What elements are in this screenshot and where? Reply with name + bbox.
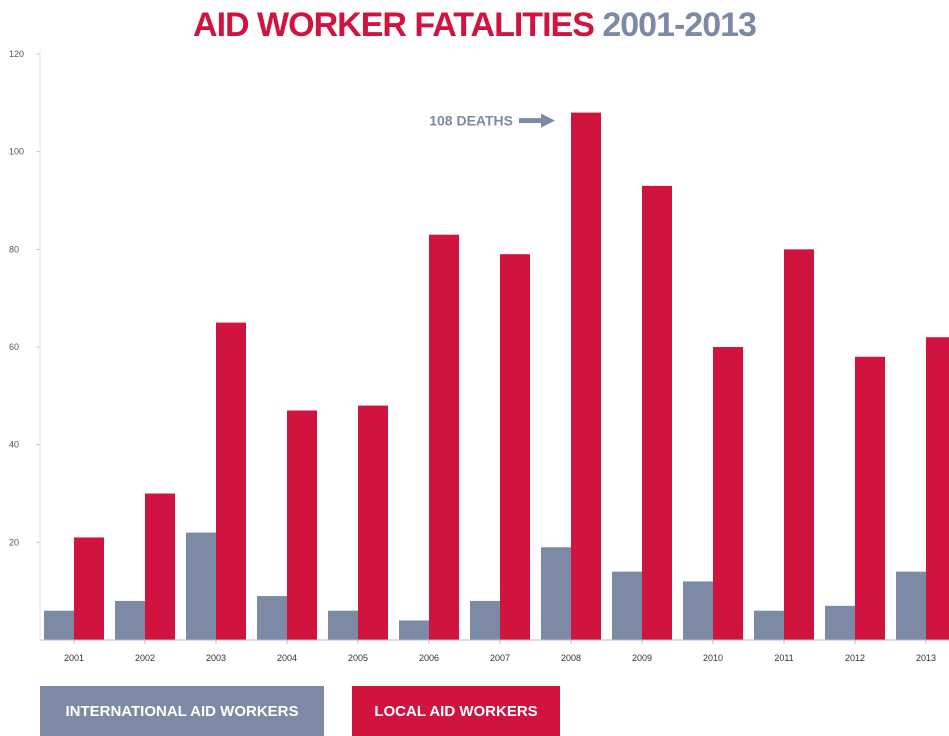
bar-international (825, 605, 855, 640)
annotation-arrow-shaft (519, 118, 541, 124)
bar-local (784, 249, 814, 641)
x-tick-label: 2009 (632, 653, 652, 663)
x-tick-label: 2011 (774, 653, 793, 663)
y-tick-label: 20 (9, 537, 19, 547)
chart-title-range: 2001-2013 (602, 6, 757, 44)
x-tick-label: 2005 (348, 653, 368, 663)
bar-international (257, 596, 287, 640)
bar-local (145, 493, 175, 640)
y-tick-label: 40 (9, 440, 19, 450)
bar-local (855, 356, 885, 640)
bars (44, 112, 949, 641)
x-tick-label: 2002 (135, 653, 155, 663)
y-tick-label: 120 (9, 49, 24, 59)
x-tick-label: 2004 (277, 653, 297, 663)
bar-local (713, 347, 743, 640)
x-tick-label: 2012 (845, 653, 865, 663)
x-tick-label: 2001 (64, 653, 84, 663)
x-tick-label: 2010 (703, 653, 723, 663)
bar-international (754, 610, 784, 640)
x-axis: 2001 2002 2003 2004 2005 2006 2007 2008 2009 2010… (40, 639, 949, 663)
y-tick-label: 60 (9, 342, 19, 352)
bar-local (500, 254, 530, 640)
bar-local (429, 234, 459, 640)
bar-international (44, 610, 74, 640)
chart-title: AID WORKER FATALITIES 2001-2013 (0, 6, 949, 45)
legend-item-local: LOCAL AID WORKERS (352, 686, 560, 736)
bar-international (683, 581, 713, 640)
bar-local (642, 185, 672, 640)
x-tick-label: 2006 (419, 653, 439, 663)
bar-international (115, 600, 145, 640)
legend-item-international: INTERNATIONAL AID WORKERS (40, 686, 324, 736)
bar-local (74, 537, 104, 640)
annotation-label: 108 DEATHS (429, 113, 513, 129)
bar-international (470, 600, 500, 640)
bar-international (399, 620, 429, 640)
y-axis: 20 40 60 80 100 120 (9, 49, 41, 640)
annotation: 108 DEATHS (429, 113, 555, 129)
bar-international (896, 571, 926, 640)
chart-title-main: AID WORKER FATALITIES (193, 6, 595, 44)
bar-international (612, 571, 642, 640)
bar-local (926, 337, 949, 640)
y-tick-label: 80 (9, 244, 19, 254)
bar-international (186, 532, 216, 640)
x-tick-label: 2003 (206, 653, 226, 663)
bar-local (358, 405, 388, 640)
x-tick-label: 2007 (490, 653, 510, 663)
bar-local (287, 410, 317, 640)
annotation-arrow-icon (541, 113, 555, 128)
y-tick-label: 100 (9, 147, 24, 157)
bar-local (571, 112, 601, 641)
x-tick-label: 2008 (561, 653, 581, 663)
bar-local (216, 322, 246, 640)
bar-international (541, 547, 571, 640)
bar-international (328, 610, 358, 640)
x-tick-label: 2013 (916, 653, 936, 663)
